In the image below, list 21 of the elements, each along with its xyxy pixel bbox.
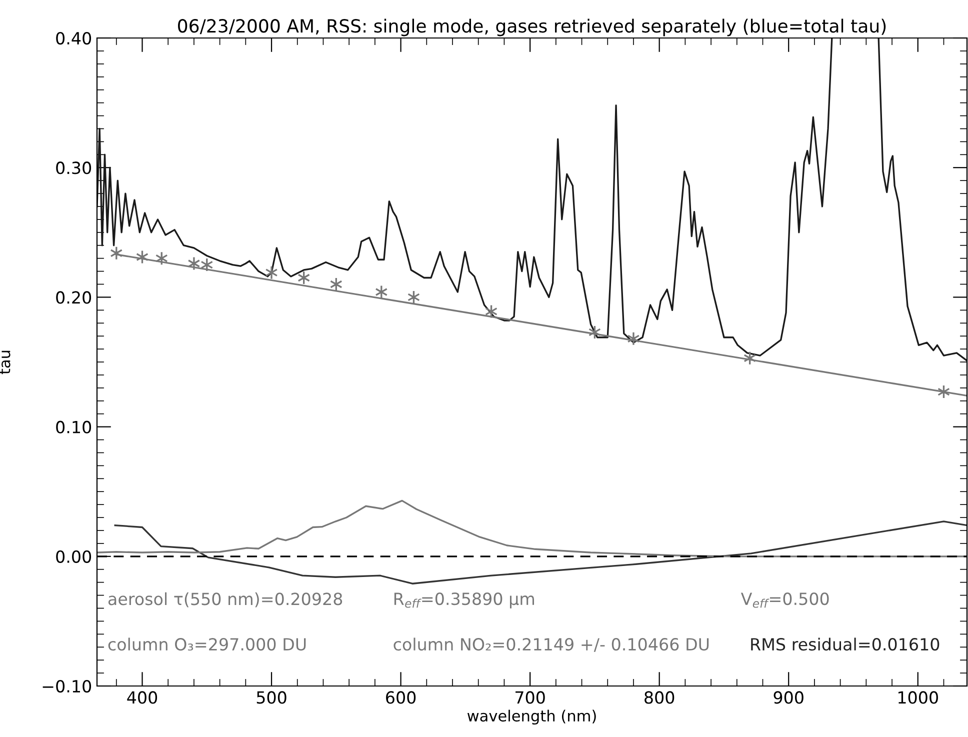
y-tick-label: 0.00 bbox=[56, 550, 92, 563]
x-axis-title: wavelength (nm) bbox=[467, 710, 596, 725]
annotation: aerosol τ(550 nm)=0.20928 bbox=[108, 592, 342, 608]
annotation: V$_{eff}$=0.500 bbox=[740, 592, 829, 608]
x-tick-label: 500 bbox=[256, 691, 286, 704]
y-tick-label: 0.20 bbox=[56, 291, 92, 304]
x-tick-label: 800 bbox=[644, 691, 674, 704]
annotation: column O₃=297.000 DU bbox=[108, 638, 306, 651]
x-tick-label: 600 bbox=[386, 691, 416, 704]
chart-title: 06/23/2000 AM, RSS: single mode, gases retrieved separately (blue=total tau) bbox=[178, 18, 886, 36]
y-tick-label: 0.10 bbox=[56, 420, 92, 434]
annotation: R$_{eff}$=0.35890 μm bbox=[394, 592, 534, 608]
annotation: RMS residual=0.01610 bbox=[751, 638, 940, 651]
annotation: column NO₂=0.21149 +/- 0.10466 DU bbox=[394, 638, 709, 652]
y-tick-label: 0.30 bbox=[56, 162, 92, 174]
x-tick-label: 1000 bbox=[898, 691, 938, 704]
x-tick-label: 700 bbox=[516, 691, 545, 704]
x-tick-label: 900 bbox=[774, 691, 804, 704]
y-tick-label: −0.10 bbox=[42, 680, 92, 693]
y-tick-label: 0.40 bbox=[56, 32, 92, 45]
x-tick-label: 400 bbox=[127, 691, 158, 704]
